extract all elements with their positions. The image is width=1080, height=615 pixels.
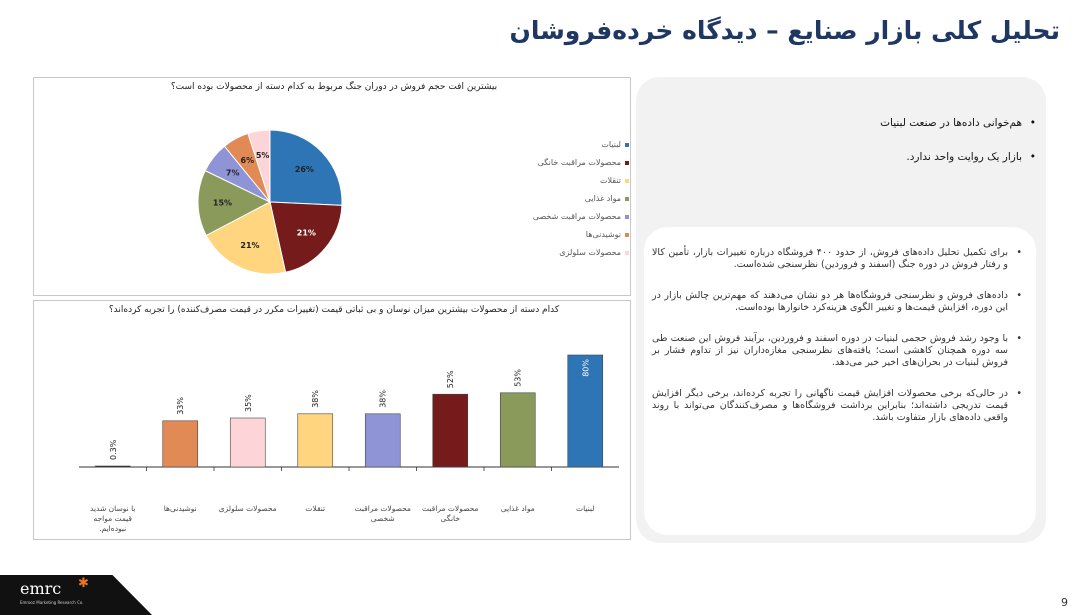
detail-point: در حالی‌که برخی محصولات افزایش قیمت ناگه… [652,388,1022,424]
legend-label: محصولات مراقبت شخصی [532,212,621,221]
legend-label: محصولات سلولزی [559,248,621,257]
pie-chart: 26% 21% 21% 15% 7%6%5% [197,129,343,275]
legend-swatch [625,250,629,255]
x-tick-label: محصولات مراقبت شخصی [355,504,411,523]
page-number: 9 [1061,596,1068,609]
pie-slice [269,201,343,273]
bar-chart: 80% لبنیات 53% مواد غذایی 52% محصولات مراقبت خ… [79,354,619,533]
pie-slice [247,129,271,203]
x-tick-label: با نوسان شدید قیمت مواجه نبوده‌ایم. [90,504,135,533]
bar-value-label: 52% [446,370,455,388]
legend-swatch [625,178,629,183]
bar-value-label: 38% [311,390,320,408]
x-tick-label: نوشیدنی‌ها [164,504,197,513]
legend-item: مواد غذایی [504,190,629,208]
pie-slice-label: 5% [256,151,270,160]
x-tick-label: محصولات سلولزی [219,504,277,513]
bar [229,417,266,468]
legend-label: تنقلات [600,176,621,185]
pie-chart-panel: بیشترین افت حجم فروش در دوران جنگ مربوط … [33,77,631,296]
logo-wordmark: emrc [20,579,62,598]
bar-value-label: 35% [244,394,253,412]
detail-point: داده‌های فروش و نظرسنجی فروشگاه‌ها هر دو… [652,290,1022,314]
bar-value-label: 0.3% [109,439,118,460]
bar-value-label: 38% [379,390,388,408]
legend-item: نوشیدنی‌ها [504,226,629,244]
bar-chart-panel: کدام دسته از محصولات بیشترین میزان نوسان… [33,300,631,540]
pie-slice-label: 6% [241,156,255,165]
pie-legend: لبنیات محصولات مراقبت خانگی تنقلات مواد غذا… [504,136,629,262]
legend-label: لبنیات [601,140,621,149]
legend-item: محصولات سلولزی [504,244,629,262]
legend-item: محصولات مراقبت شخصی [504,208,629,226]
pie-slice [269,129,343,206]
company-logo: emrc ✱ Emrooz Marketing Research Co. [0,575,152,615]
detail-point: با وجود رشد فروش حجمی لبنیات در دوره اسف… [652,333,1022,369]
legend-swatch [625,214,629,219]
bar-value-label: 33% [176,397,185,415]
key-points-list: هم‌خوانی داده‌ها در صنعت لبنیات بازار یک… [666,117,1036,185]
key-point: بازار یک روایت واحد ندارد. [666,151,1036,163]
legend-item: تنقلات [504,172,629,190]
logo-subtitle: Emrooz Marketing Research Co. [20,600,84,605]
bar-value-label: 80% [581,359,590,377]
x-tick-label: لبنیات [576,504,594,513]
bar [94,465,131,468]
key-point: هم‌خوانی داده‌ها در صنعت لبنیات [666,117,1036,129]
legend-swatch [625,196,629,201]
bar [567,354,604,468]
pie-chart-title: بیشترین افت حجم فروش در دوران جنگ مربوط … [170,82,498,92]
pie-slice-label: 21% [297,229,316,238]
bar [162,420,199,468]
bar [499,392,536,468]
pie-slice-label: 21% [240,241,259,250]
pie-slice-label: 15% [213,199,232,208]
bar [297,413,334,468]
x-tick-label: مواد غذایی [501,504,535,513]
pie-slice-label: 26% [295,165,314,174]
bar [364,413,401,468]
legend-label: مواد غذایی [584,194,621,203]
bar-chart-title: کدام دسته از محصولات بیشترین میزان نوسان… [108,305,560,315]
details-list: برای تکمیل تحلیل داده‌های فروش، از حدود … [652,247,1022,443]
legend-label: محصولات مراقبت خانگی [537,158,621,167]
legend-swatch [625,232,629,237]
bar [432,393,469,468]
legend-swatch [625,142,629,147]
legend-item: لبنیات [504,136,629,154]
legend-swatch [625,160,629,165]
page-title: تحلیل کلی بازار صنایع – دیدگاه خرده‌فروش… [509,16,1060,45]
details-card: برای تکمیل تحلیل داده‌های فروش، از حدود … [644,227,1036,535]
star-icon: ✱ [78,576,89,591]
x-tick-label: محصولات مراقبت خانگی [422,504,478,523]
legend-label: نوشیدنی‌ها [585,230,621,239]
detail-point: برای تکمیل تحلیل داده‌های فروش، از حدود … [652,247,1022,271]
insights-panel: هم‌خوانی داده‌ها در صنعت لبنیات بازار یک… [636,77,1046,543]
legend-item: محصولات مراقبت خانگی [504,154,629,172]
pie-slice [197,169,272,237]
x-tick-label: تنقلات [305,504,325,513]
pie-slice-label: 7% [226,169,240,178]
pie-slice [205,201,287,275]
bar-value-label: 53% [514,369,523,387]
